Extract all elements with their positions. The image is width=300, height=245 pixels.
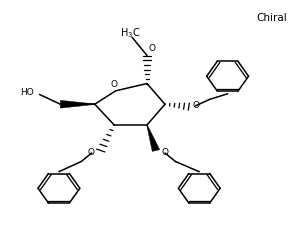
Text: O: O [192,101,200,110]
Text: HO: HO [20,87,34,97]
Text: H$_3$C: H$_3$C [120,26,141,40]
Text: O: O [88,148,95,158]
Text: Chiral: Chiral [256,13,287,23]
Polygon shape [147,125,160,151]
Text: O: O [111,80,118,89]
Text: O: O [162,148,169,158]
Text: O: O [148,44,155,53]
Polygon shape [60,100,95,108]
